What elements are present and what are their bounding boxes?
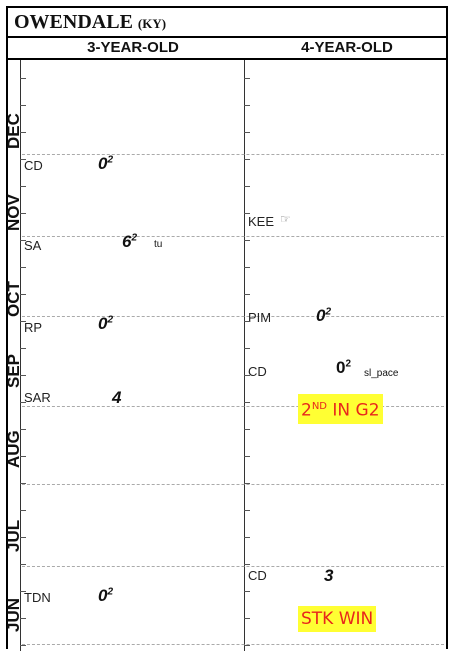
race-track-label: TDN [24, 590, 51, 605]
race-note: sl_pace [364, 368, 399, 379]
column-headers: 3-YEAR-OLD 4-YEAR-OLD [8, 38, 446, 60]
tick-mark [244, 402, 250, 403]
header-3yo: 3-YEAR-OLD [87, 39, 179, 56]
tick-mark [244, 240, 250, 241]
speed-figure: 02 [98, 154, 114, 173]
pointing-hand-icon: ☞ [280, 212, 291, 226]
tick-mark [244, 564, 250, 565]
tick-mark [244, 591, 250, 592]
speed-figure: 62 [122, 232, 138, 251]
tick-mark [20, 348, 26, 349]
month-separator [22, 406, 444, 407]
tick-mark [20, 456, 26, 457]
tick-mark [244, 78, 250, 79]
horse-title: OWENDALE (KY) [8, 8, 446, 38]
month-dec: DEC [4, 113, 23, 149]
tick-mark [20, 483, 26, 484]
form-sheet: OWENDALE (KY) 3-YEAR-OLD 4-YEAR-OLD DEC … [4, 6, 448, 651]
tick-mark [20, 564, 26, 565]
tick-mark [244, 105, 250, 106]
month-sep: SEP [4, 353, 23, 389]
tick-mark [20, 618, 26, 619]
tick-mark [244, 213, 250, 214]
tick-mark [20, 213, 26, 214]
speed-figure: 02 [98, 314, 114, 333]
tick-mark [20, 240, 26, 241]
tick-mark [20, 159, 26, 160]
month-separator [22, 484, 444, 485]
tick-mark [20, 537, 26, 538]
race-track-label: RP [24, 320, 43, 335]
tick-mark [244, 645, 250, 646]
highlight-second-g2: 2ND IN G2 [298, 394, 383, 424]
tick-mark [20, 294, 26, 295]
race-track-label: KEE [248, 214, 275, 229]
race-track-label: CD [248, 364, 267, 379]
speed-figure: 02 [316, 306, 332, 325]
header-4yo: 4-YEAR-OLD [301, 39, 393, 56]
race-track-label: SA [24, 238, 42, 253]
speed-figure: 02 [98, 586, 114, 605]
tick-mark [20, 321, 26, 322]
tick-mark [244, 267, 250, 268]
tick-mark [244, 321, 250, 322]
race-track-label: SAR [24, 390, 51, 405]
month-separator [22, 644, 444, 645]
tick-mark [244, 348, 250, 349]
highlight-stakes-win: STK WIN [298, 606, 377, 632]
tick-mark [244, 429, 250, 430]
tick-mark [244, 537, 250, 538]
month-separator [22, 316, 444, 317]
tick-mark [244, 456, 250, 457]
month-aug: AUG [4, 430, 23, 468]
tick-mark [20, 375, 26, 376]
speed-figure: 3 [324, 566, 334, 585]
tick-mark [20, 132, 26, 133]
race-note: tu [154, 239, 163, 250]
tick-mark [244, 159, 250, 160]
month-divider [20, 60, 21, 651]
tick-mark [244, 618, 250, 619]
speed-figure: 02 [336, 358, 352, 377]
tick-mark [20, 591, 26, 592]
tick-mark [244, 483, 250, 484]
tick-mark [20, 402, 26, 403]
speed-figure: 4 [112, 388, 122, 407]
tick-mark [20, 78, 26, 79]
tick-mark [20, 510, 26, 511]
month-separator [22, 566, 444, 567]
race-track-label: CD [24, 158, 43, 173]
tick-mark [20, 645, 26, 646]
age-divider [244, 60, 245, 651]
tick-mark [20, 267, 26, 268]
tick-mark [244, 510, 250, 511]
tick-mark [20, 429, 26, 430]
month-jul: JUL [4, 519, 23, 553]
tick-mark [244, 294, 250, 295]
race-track-label: CD [248, 568, 267, 583]
tick-mark [244, 375, 250, 376]
month-separator [22, 154, 444, 155]
race-track-label: PIM [248, 310, 272, 325]
tick-mark [20, 105, 26, 106]
month-separator [22, 236, 444, 237]
tick-mark [244, 132, 250, 133]
tick-mark [244, 186, 250, 187]
tick-mark [20, 186, 26, 187]
